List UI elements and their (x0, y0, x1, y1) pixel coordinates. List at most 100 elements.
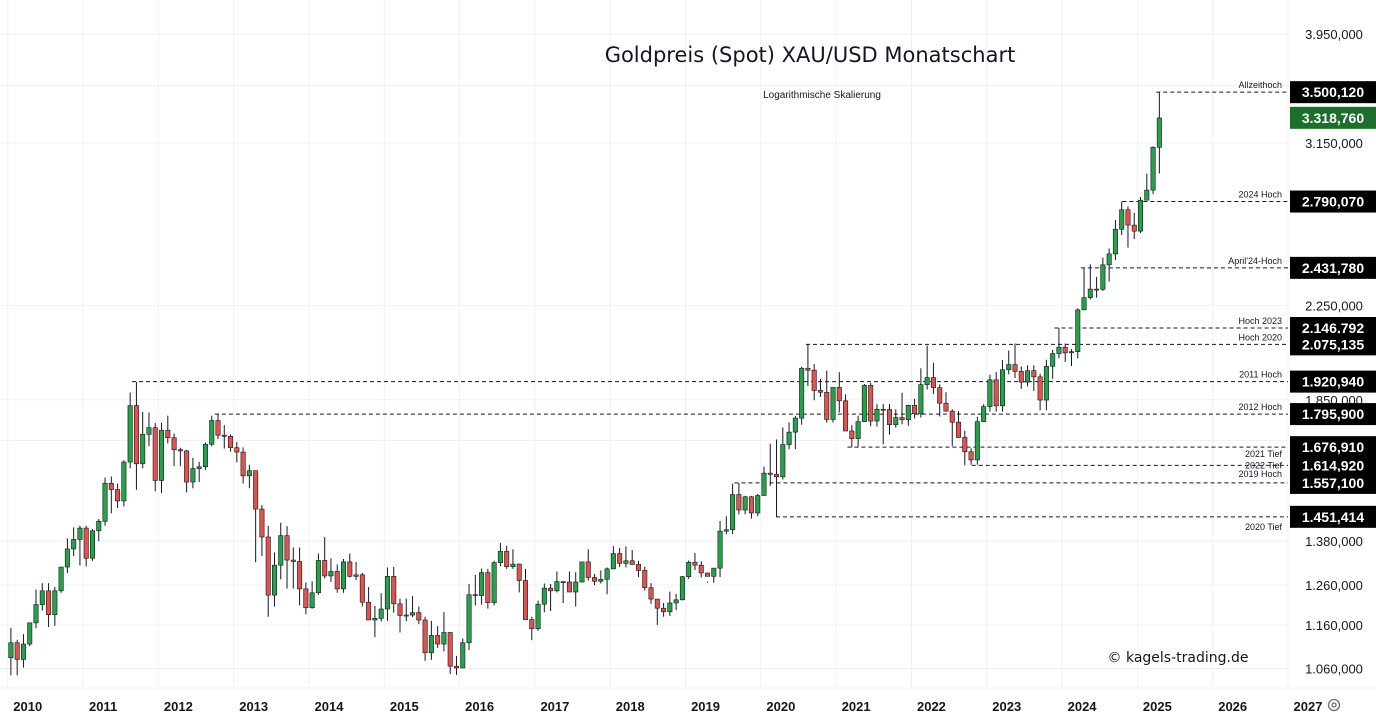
candle-body (121, 461, 127, 502)
candle-body (1156, 117, 1162, 148)
candle-body (1119, 209, 1125, 230)
chart-title: Goldpreis (Spot) XAU/USD Monatschart (605, 43, 1016, 67)
candle-body (686, 561, 692, 578)
badge-layer: 3.500,120 2.790,070 2.431,780 2.146,7922.07… (1290, 81, 1376, 528)
candle-body (102, 482, 108, 522)
candle-body (253, 470, 259, 510)
candle-body (497, 551, 503, 563)
candle-body (1068, 351, 1074, 354)
x-tick-label: 2018 (616, 699, 645, 714)
settings-icon[interactable] (1327, 698, 1341, 712)
candle-body (384, 576, 390, 610)
candle-body (108, 482, 114, 490)
candle-body (1050, 353, 1056, 367)
candle-body (397, 603, 403, 616)
candle-body (491, 562, 497, 603)
y-tick-label: 1.060,000 (1305, 661, 1363, 676)
level-label: 2020 Tief (1245, 522, 1283, 532)
candle-body (77, 527, 83, 540)
candle-body (930, 377, 936, 388)
level-label: Hoch 2023 (1238, 316, 1282, 326)
level-label: 2022 Tief (1245, 460, 1283, 470)
candle-body (309, 592, 315, 609)
candle-body (33, 604, 39, 624)
level-label: 2024 Hoch (1238, 190, 1282, 200)
level-badge-text: 2.075,135 (1302, 336, 1364, 352)
candle-body (516, 563, 522, 581)
x-tick-label: 2027 (1294, 699, 1323, 714)
candle-body (152, 427, 158, 481)
candle-body (529, 619, 535, 630)
candle-body (171, 437, 177, 451)
candle-body (39, 590, 45, 605)
y-tick-label: 2.250,000 (1305, 298, 1363, 313)
candle-body (366, 601, 372, 621)
candle-body (535, 603, 541, 630)
level-badge-text: 2.790,070 (1302, 194, 1364, 210)
candle-body (780, 444, 786, 478)
level-badge-text: 1.920,940 (1302, 374, 1364, 390)
candle-body (297, 561, 303, 590)
x-tick-label: 2024 (1068, 699, 1098, 714)
candle-body (912, 404, 918, 415)
candle-body (1018, 371, 1024, 383)
level-badge (1290, 256, 1376, 279)
candle-body (560, 581, 566, 583)
candle-body (623, 560, 629, 564)
candle-body (824, 391, 830, 420)
candle-body (949, 410, 955, 423)
candle-body (353, 574, 359, 577)
candle-body (428, 635, 434, 654)
candle-body (1125, 209, 1131, 226)
candle-body (140, 434, 146, 465)
level-badge (1290, 471, 1376, 494)
candle-body (378, 608, 384, 619)
candle-body (1150, 147, 1156, 191)
candle-body (598, 579, 604, 582)
candle-body (748, 496, 754, 514)
candle-body (20, 643, 26, 660)
candle-body (805, 367, 811, 371)
candle-body (629, 560, 635, 565)
candle-body (617, 553, 623, 564)
current-price-badge (1290, 106, 1376, 129)
candle-body (541, 587, 547, 605)
candle-body (886, 409, 892, 425)
level-label: 2019 Hoch (1238, 469, 1282, 479)
candle-body (1112, 229, 1118, 255)
candle-body (874, 408, 880, 422)
candle-body (472, 594, 478, 597)
level-badge (1290, 505, 1376, 528)
candle-body (240, 451, 246, 477)
y-tick-label: 3.150,000 (1305, 136, 1363, 151)
y-tick-label: 1.260,000 (1305, 578, 1363, 593)
candle-body (987, 379, 993, 407)
candle-body (504, 551, 510, 567)
x-tick-label: 2015 (390, 699, 419, 714)
candle-body (642, 570, 648, 589)
candle-body (284, 535, 290, 561)
candle-body (968, 451, 974, 461)
candle-body (880, 408, 886, 411)
level-badge-text: 1.614,920 (1302, 457, 1364, 473)
y-tick-label: 1.160,000 (1305, 618, 1363, 633)
candle-body (761, 472, 767, 496)
candle-body (1006, 364, 1012, 370)
candle-body (391, 576, 397, 605)
candle-body (290, 559, 296, 562)
candle-body (855, 421, 861, 439)
candle-body (893, 417, 899, 425)
candle-body (1031, 370, 1037, 378)
candle-body (221, 434, 227, 437)
candle-body (410, 612, 416, 616)
x-tick-label: 2026 (1218, 699, 1247, 714)
level-label: April'24-Hoch (1228, 256, 1282, 266)
candle-body (1094, 288, 1100, 291)
current-price-text: 3.318,760 (1302, 110, 1364, 126)
candle-body (1138, 199, 1144, 232)
candle-body (993, 379, 999, 407)
x-tick-label: 2013 (239, 699, 268, 714)
candle-body (234, 447, 240, 453)
candle-body (962, 437, 968, 453)
candle-body (736, 494, 742, 511)
